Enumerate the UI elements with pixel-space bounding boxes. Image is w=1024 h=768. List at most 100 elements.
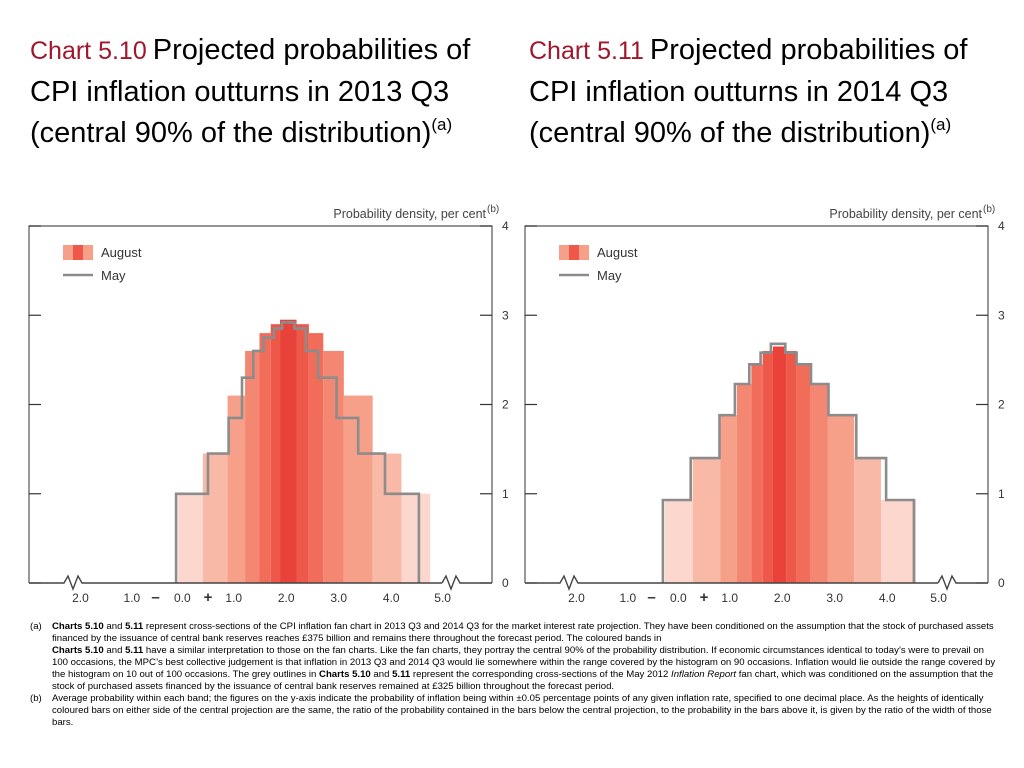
y-axis-label: Probability density, per cent [333, 207, 486, 221]
x-axis-break [441, 574, 492, 591]
x-tick-label: 2.0 [278, 591, 295, 605]
fan-band-bar [692, 458, 721, 583]
y-tick-label: 0 [998, 576, 1005, 590]
fan-band-bar [401, 493, 431, 583]
footnote-a-paragraph-1: Charts 5.10 and 5.11 represent cross-sec… [52, 621, 1002, 645]
legend-label-may: May [101, 268, 126, 283]
legend-swatch-segment [63, 245, 73, 260]
x-tick-label: + [204, 589, 213, 606]
fan-band-bar [827, 415, 855, 583]
footnote-text: fan chart, which was conditioned on the … [52, 669, 994, 692]
title-footnote-marker: (a) [431, 115, 453, 134]
footnote-text: and [370, 669, 393, 680]
y-axis-label: Probability density, per cent [829, 207, 982, 221]
legend-swatch-segment [559, 245, 569, 260]
y-tick-label: 2 [998, 398, 1005, 412]
chart-ref: 5.11 [125, 621, 144, 632]
legend-august-swatch [559, 245, 589, 260]
chart-5-10-title: Chart 5.10 Projected probabilities of CPI… [30, 30, 500, 154]
footnote-text: represent cross-sections of the CPI infl… [52, 621, 994, 644]
x-tick-label: 2.0 [72, 591, 89, 605]
legend-label-august: August [597, 245, 638, 260]
x-tick-label: 3.0 [330, 591, 347, 605]
legend-label-august: August [101, 245, 142, 260]
x-axis-line [29, 574, 442, 591]
legend-swatch-segment [73, 245, 83, 260]
fan-band-bar [280, 319, 297, 583]
x-tick-label: 5.0 [930, 591, 947, 605]
x-tick-label: 1.0 [721, 591, 738, 605]
y-tick-label: 1 [998, 487, 1005, 501]
chart-number: Chart 5.10 [30, 37, 147, 65]
x-tick-label: 3.0 [826, 591, 843, 605]
chart-ref: Charts 5.10 [52, 645, 104, 656]
fan-band-bar [880, 499, 916, 583]
x-tick-label: – [647, 589, 655, 606]
y-axis-label-marker: (b) [487, 204, 499, 215]
fan-band-bar [259, 333, 271, 583]
legend-swatch-segment [579, 245, 589, 260]
fan-band-bar [854, 458, 881, 583]
x-tick-label: – [151, 589, 159, 606]
footnote-label: (a) [30, 621, 42, 632]
y-tick-label: 3 [502, 308, 509, 322]
y-axis-label-marker: (b) [983, 204, 995, 215]
chart-5-10: Probability density, per cent (b) 0 1 2 3 4 2.0… [28, 204, 509, 606]
may-outline [661, 342, 916, 583]
footnote-a: (a) Charts 5.10 and 5.11 represent cross… [30, 621, 1002, 693]
footnote-label: (b) [30, 693, 42, 704]
legend-august-swatch [63, 245, 93, 260]
x-tick-label: 5.0 [434, 591, 451, 605]
x-tick-label: + [700, 589, 709, 606]
footnote-text: and [103, 621, 126, 632]
fan-band-bar [772, 346, 787, 583]
y-tick-label: 4 [502, 219, 509, 233]
y-tick-label: 3 [998, 308, 1005, 322]
chart-title-text: Projected probabilities of CPI inflation… [529, 34, 968, 149]
x-tick-label: 4.0 [383, 591, 400, 605]
fan-band-bar [323, 350, 344, 583]
x-tick-label: 2.0 [568, 591, 585, 605]
y-tick-label: 2 [502, 398, 509, 412]
fan-band-bar [227, 395, 246, 583]
chart-5-11: Probability density, per cent (b) 0 1 2 3 4 2.0… [524, 204, 1005, 606]
x-axis-break [937, 574, 988, 591]
fan-band-bar [810, 383, 828, 583]
chart-title-text: Projected probabilities of CPI inflation… [30, 34, 471, 149]
x-tick-label: 1.0 [225, 591, 242, 605]
chart-ref: Charts 5.10 [319, 669, 371, 680]
y-tick-label: 4 [998, 219, 1005, 233]
fan-band-bar [786, 350, 797, 583]
x-tick-label: 1.0 [620, 591, 637, 605]
footnote-b: (b) Average probability within each band… [30, 693, 1002, 729]
fan-band-bar [202, 453, 228, 583]
fan-band-bar [270, 324, 281, 583]
legend-label-may: May [597, 268, 622, 283]
chart-ref: 5.11 [392, 669, 411, 680]
chart-ref: 5.11 [125, 645, 144, 656]
title-footnote-marker: (a) [930, 115, 952, 134]
footnotes: (a) Charts 5.10 and 5.11 represent cross… [30, 621, 1002, 729]
fan-band-bar [762, 350, 773, 583]
fan-band-bar [372, 453, 402, 583]
chart-5-11-title: Chart 5.11 Projected probabilities of CPI… [529, 30, 999, 154]
x-tick-label: 2.0 [774, 591, 791, 605]
fan-band-bar [308, 333, 324, 583]
fan-band-bar [296, 324, 309, 583]
footnote-text: represent the corresponding cross-sectio… [410, 669, 672, 680]
chart-number: Chart 5.11 [529, 37, 644, 65]
x-tick-label: 0.0 [670, 591, 687, 605]
legend-swatch-segment [83, 245, 93, 260]
fan-band-bar [736, 383, 752, 583]
footnote-text: have a similar interpretation to those o… [52, 645, 996, 680]
fan-band-bar [245, 350, 260, 583]
fan-band-bar [796, 364, 811, 583]
fan-band-bar [720, 415, 737, 583]
x-tick-label: 4.0 [879, 591, 896, 605]
footnote-b-text: Average probability within each band; th… [52, 693, 992, 728]
fan-band-bar [751, 364, 763, 583]
publication-title: Inflation Report [671, 669, 737, 680]
y-tick-label: 0 [502, 576, 509, 590]
y-tick-label: 1 [502, 487, 509, 501]
footnote-a-paragraph-2: Charts 5.10 and 5.11 have a similar inte… [52, 645, 1002, 693]
